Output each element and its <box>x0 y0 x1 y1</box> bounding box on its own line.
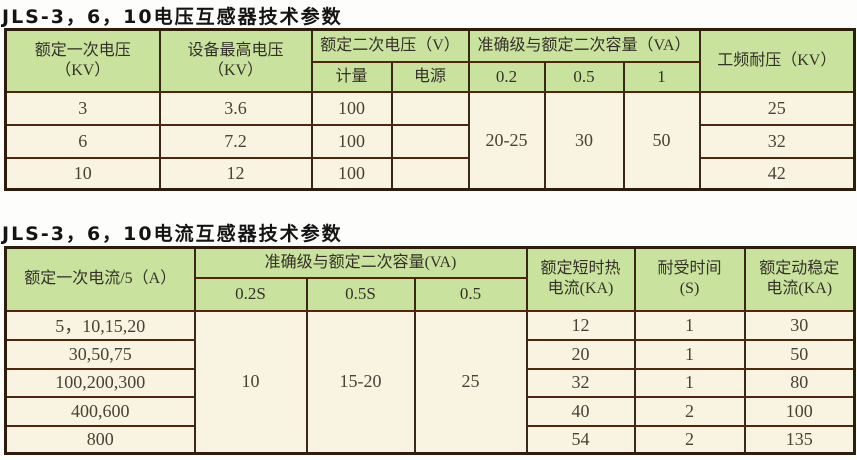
cell-time-s: 2 <box>633 424 746 455</box>
cell-capacity-1-merged: 50 <box>622 90 701 191</box>
header-dynamic-stable-line1: 额定动稳定 <box>759 260 840 278</box>
cell-power-v <box>390 90 470 126</box>
cell-dynamic-ka: 100 <box>743 395 856 427</box>
voltage-data-row: 6 7.2 100 32 <box>4 123 856 159</box>
cell-withstand-kv: 32 <box>698 123 856 159</box>
cell-thermal-ka: 54 <box>525 424 636 455</box>
voltage-header-row-1: 额定一次电压 （KV） 设备最高电压 （KV） 额定二次电压（V） 准确级与额定… <box>4 28 856 93</box>
voltage-data-row: 10 12 100 42 <box>4 156 856 191</box>
header-short-time-thermal-line2: 电流(KA) <box>547 280 614 298</box>
cell-capacity-0-5-merged: 30 <box>543 90 625 191</box>
cell-thermal-ka: 40 <box>525 395 636 427</box>
header-class-0-5: 0.5 <box>413 276 528 312</box>
cell-thermal-ka: 32 <box>525 367 636 398</box>
cell-capacity-0-2-merged: 20-25 <box>467 90 546 191</box>
header-primary-voltage: 额定一次电压 （KV） <box>4 28 161 93</box>
cell-capacity-0-2s-merged: 10 <box>193 309 308 455</box>
header-withstand-time-line2: (S) <box>679 280 700 298</box>
header-short-time-thermal: 额定短时热 电流(KA) <box>525 246 636 312</box>
cell-time-s: 2 <box>633 395 746 427</box>
cell-metering-v: 100 <box>310 123 393 159</box>
cell-capacity-0-5s-merged: 15-20 <box>305 309 416 455</box>
header-power-supply: 电源 <box>390 60 470 93</box>
cell-time-s: 1 <box>633 309 746 341</box>
voltage-table-title: JLS-3，6，10电压互感器技术参数 <box>2 6 343 28</box>
cell-primary-a: 100,200,300 <box>4 367 196 398</box>
cell-dynamic-ka: 135 <box>743 424 856 455</box>
cell-dynamic-ka: 50 <box>743 338 856 370</box>
header-dynamic-stable-line2: 电流(KA) <box>766 280 833 298</box>
header-class-0-5s: 0.5S <box>305 276 416 312</box>
cell-capacity-0-5-merged: 25 <box>413 309 528 455</box>
current-data-row: 100,200,300 32 1 80 <box>4 367 856 398</box>
current-data-row: 400,600 40 2 100 <box>4 395 856 427</box>
current-header-row-2: 0.2S 0.5S 0.5 <box>6 276 855 312</box>
cell-primary-a: 5，10,15,20 <box>4 309 196 341</box>
cell-power-v <box>390 156 470 191</box>
cell-max-kv: 3.6 <box>158 90 313 126</box>
voltage-header-row-2: 计量 电源 0.2 0.5 1 <box>6 60 855 93</box>
header-class-0-2: 0.2 <box>467 60 546 93</box>
cell-metering-v: 100 <box>310 90 393 126</box>
cell-thermal-ka: 20 <box>525 338 636 370</box>
header-class-0-2s: 0.2S <box>193 276 308 312</box>
header-metering: 计量 <box>310 60 393 93</box>
cell-primary-kv: 6 <box>4 123 161 159</box>
header-primary-voltage-line2: （KV） <box>55 61 111 79</box>
current-parameters-table: 额定一次电流/5（A） 准确级与额定二次容量(VA) 额定短时热 电流(KA) … <box>4 246 856 455</box>
header-secondary-voltage: 额定二次电压（V） <box>310 28 470 63</box>
header-primary-current: 额定一次电流/5（A） <box>4 246 196 312</box>
header-equipment-max-voltage: 设备最高电压 （KV） <box>158 28 313 93</box>
current-header-row-1: 额定一次电流/5（A） 准确级与额定二次容量(VA) 额定短时热 电流(KA) … <box>4 246 856 312</box>
cell-time-s: 1 <box>633 367 746 398</box>
cell-withstand-kv: 42 <box>698 156 856 191</box>
current-data-row: 800 54 2 135 <box>4 424 856 455</box>
cell-dynamic-ka: 30 <box>743 309 856 341</box>
header-accuracy-capacity: 准确级与额定二次容量（VA） <box>467 28 701 63</box>
cell-thermal-ka: 12 <box>525 309 636 341</box>
cell-withstand-kv: 25 <box>698 90 856 126</box>
cell-max-kv: 12 <box>158 156 313 191</box>
cell-dynamic-ka: 80 <box>743 367 856 398</box>
voltage-data-row: 3 3.6 100 20-25 30 50 25 <box>4 90 856 191</box>
header-equipment-max-voltage-line1: 设备最高电压 <box>187 41 284 59</box>
cell-primary-kv: 3 <box>4 90 161 126</box>
header-primary-voltage-line1: 额定一次电压 <box>34 41 131 59</box>
header-withstand-time-line1: 耐受时间 <box>657 260 722 278</box>
cell-time-s: 1 <box>633 338 746 370</box>
header-accuracy-capacity: 准确级与额定二次容量(VA) <box>193 246 528 279</box>
header-withstand-time: 耐受时间 (S) <box>633 246 746 312</box>
header-equipment-max-voltage-line2: （KV） <box>207 61 264 79</box>
cell-primary-a: 30,50,75 <box>4 338 196 370</box>
header-class-1: 1 <box>622 60 701 93</box>
cell-metering-v: 100 <box>310 156 393 191</box>
header-short-time-thermal-line1: 额定短时热 <box>540 260 621 278</box>
cell-power-v <box>390 123 470 159</box>
current-data-row: 5，10,15,20 10 15-20 25 12 1 30 <box>4 309 856 455</box>
current-data-row: 30,50,75 20 1 50 <box>4 338 856 370</box>
current-table-title: JLS-3，6，10电流互感器技术参数 <box>2 223 343 245</box>
cell-primary-a: 400,600 <box>4 395 196 427</box>
header-class-0-5: 0.5 <box>543 60 625 93</box>
cell-primary-kv: 10 <box>4 156 161 191</box>
cell-primary-a: 800 <box>4 424 196 455</box>
header-power-freq-withstand: 工频耐压（KV） <box>698 28 856 93</box>
header-dynamic-stable: 额定动稳定 电流(KA) <box>743 246 856 312</box>
cell-max-kv: 7.2 <box>158 123 313 159</box>
voltage-parameters-table: 额定一次电压 （KV） 设备最高电压 （KV） 额定二次电压（V） 准确级与额定… <box>4 28 857 191</box>
